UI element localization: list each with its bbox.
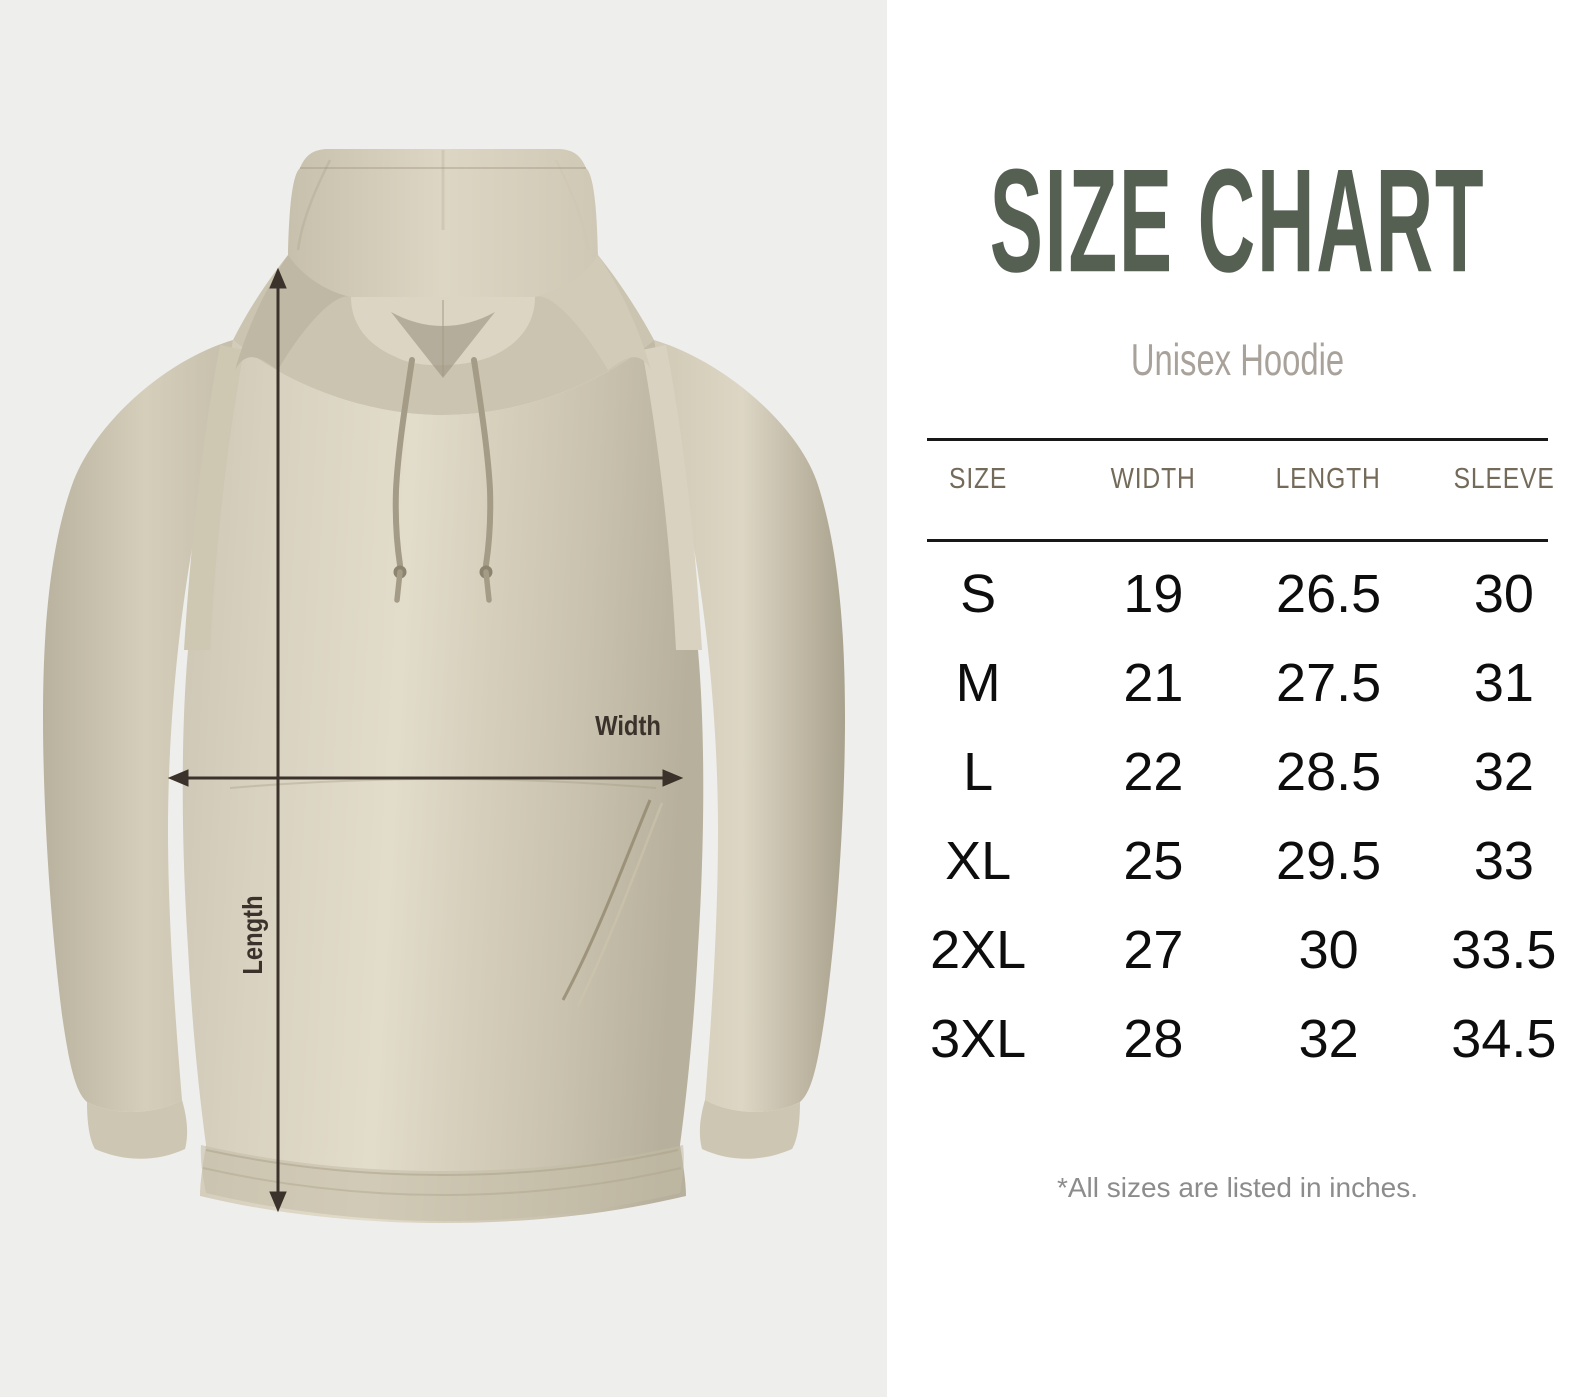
svg-text:Width: Width xyxy=(595,709,661,741)
svg-text:Length: Length xyxy=(236,895,268,974)
